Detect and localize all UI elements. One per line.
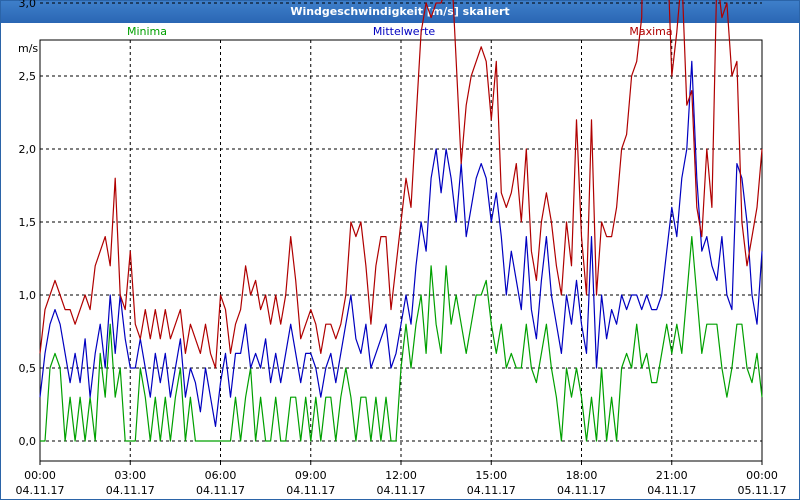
legend-minima: Minima <box>127 25 167 38</box>
y-tick-label: 2,5 <box>19 70 37 83</box>
x-tick-date: 04.11.17 <box>286 484 335 497</box>
y-tick-label: 2,0 <box>19 143 37 156</box>
x-tick-date: 04.11.17 <box>106 484 155 497</box>
x-tick-date: 04.11.17 <box>467 484 516 497</box>
legend-maxima: Maxima <box>629 25 672 38</box>
y-tick-label: 1,0 <box>19 289 37 302</box>
x-tick-time: 00:00 <box>746 469 778 482</box>
x-tick-time: 03:00 <box>114 469 146 482</box>
x-tick-date: 05.11.17 <box>738 484 787 497</box>
series-line-mittelwerte <box>39 60 763 427</box>
y-tick-label: 3,0 <box>19 0 37 10</box>
x-tick-date: 04.11.17 <box>557 484 606 497</box>
x-tick-date: 04.11.17 <box>377 484 426 497</box>
x-tick-date: 04.11.17 <box>16 484 65 497</box>
plot-frame <box>39 39 763 462</box>
x-tick-date: 04.11.17 <box>196 484 245 497</box>
y-tick-label: 1,5 <box>19 216 37 229</box>
series-line-minima <box>40 236 763 442</box>
x-tick-time: 18:00 <box>566 469 598 482</box>
x-tick-time: 12:00 <box>385 469 417 482</box>
x-tick-time: 09:00 <box>295 469 327 482</box>
window-title: Windgeschwindigkeit [m/s] skaliert <box>1 1 799 23</box>
x-tick-time: 06:00 <box>205 469 237 482</box>
y-axis-label: m/s <box>18 42 38 55</box>
y-tick-label: 0,5 <box>19 362 37 375</box>
x-tick-time: 15:00 <box>475 469 507 482</box>
y-tick-label: 0,0 <box>19 435 37 448</box>
series-line-maxima <box>39 0 763 369</box>
legend-mittelwerte: Mittelwerte <box>373 25 436 38</box>
x-tick-date: 04.11.17 <box>647 484 696 497</box>
x-tick-time: 21:00 <box>656 469 688 482</box>
x-tick-time: 00:00 <box>24 469 56 482</box>
